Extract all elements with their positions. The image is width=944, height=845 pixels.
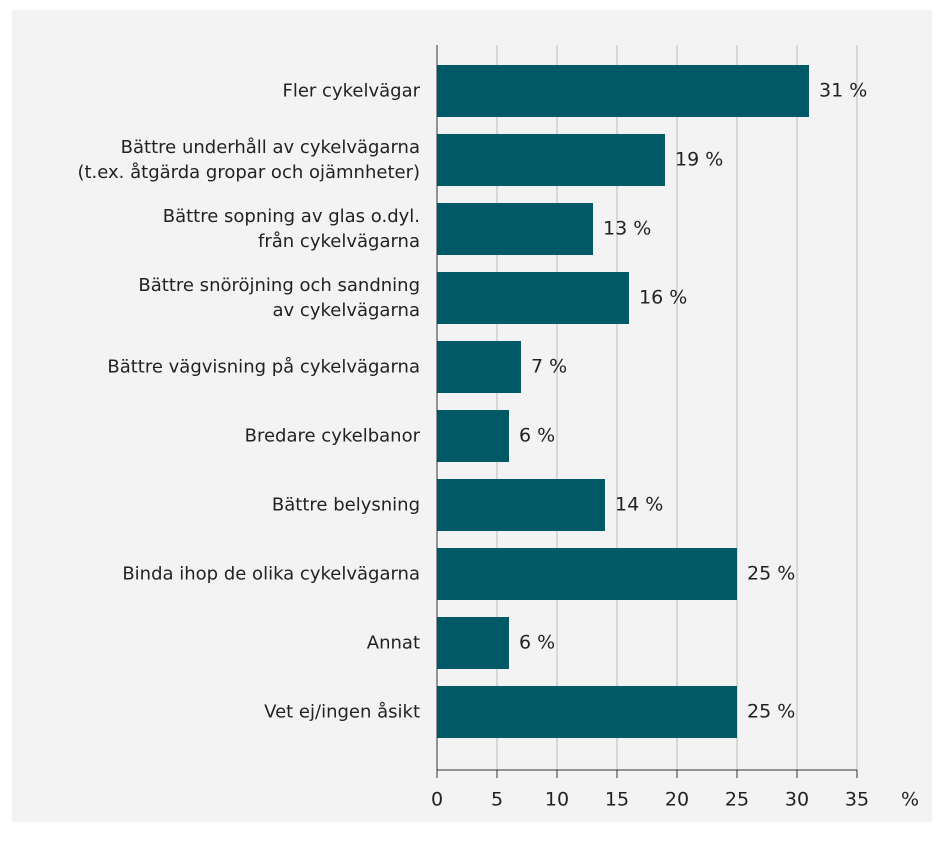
category-label: Bättre vägvisning på cykelvägarna — [107, 356, 420, 378]
x-tick-label: 30 — [785, 789, 809, 811]
value-label: 6 % — [519, 425, 555, 447]
bar — [437, 686, 737, 738]
x-tick-label: 0 — [431, 789, 443, 811]
value-label: 16 % — [639, 287, 687, 309]
bar — [437, 617, 509, 669]
bar — [437, 134, 665, 186]
bar — [437, 272, 629, 324]
category-label: Bredare cykelbanor — [244, 425, 420, 447]
x-tick-label: 20 — [665, 789, 689, 811]
category-label: Fler cykelvägar — [282, 80, 421, 102]
x-tick-label: 15 — [605, 789, 629, 811]
bar — [437, 65, 809, 117]
bar — [437, 479, 605, 531]
category-label: Bättre sopning av glas o.dyl. från cykel… — [162, 206, 420, 252]
bar — [437, 341, 521, 393]
x-tick-label: 5 — [491, 789, 503, 811]
x-axis-label: % — [901, 789, 919, 811]
category-label: Binda ihop de olika cykelvägarna — [122, 563, 420, 585]
category-label: Bättre belysning — [271, 494, 420, 516]
x-tick-label: 10 — [545, 789, 569, 811]
value-label: 14 % — [615, 494, 663, 516]
value-label: 31 % — [819, 80, 867, 102]
value-label: 25 % — [747, 563, 795, 585]
value-label: 7 % — [531, 356, 567, 378]
category-label: Bättre underhåll av cykelvägarna (t.ex. … — [77, 137, 420, 183]
value-label: 19 % — [675, 149, 723, 171]
bar — [437, 410, 509, 462]
value-label: 25 % — [747, 701, 795, 723]
category-label: Vet ej/ingen åsikt — [264, 701, 420, 723]
bar — [437, 203, 593, 255]
category-label: Annat — [366, 632, 420, 654]
category-label: Bättre snöröjning och sandning av cykelv… — [138, 275, 420, 321]
bar — [437, 548, 737, 600]
x-tick-label: 35 — [845, 789, 869, 811]
x-tick-label: 25 — [725, 789, 749, 811]
value-label: 13 % — [603, 218, 651, 240]
value-label: 6 % — [519, 632, 555, 654]
